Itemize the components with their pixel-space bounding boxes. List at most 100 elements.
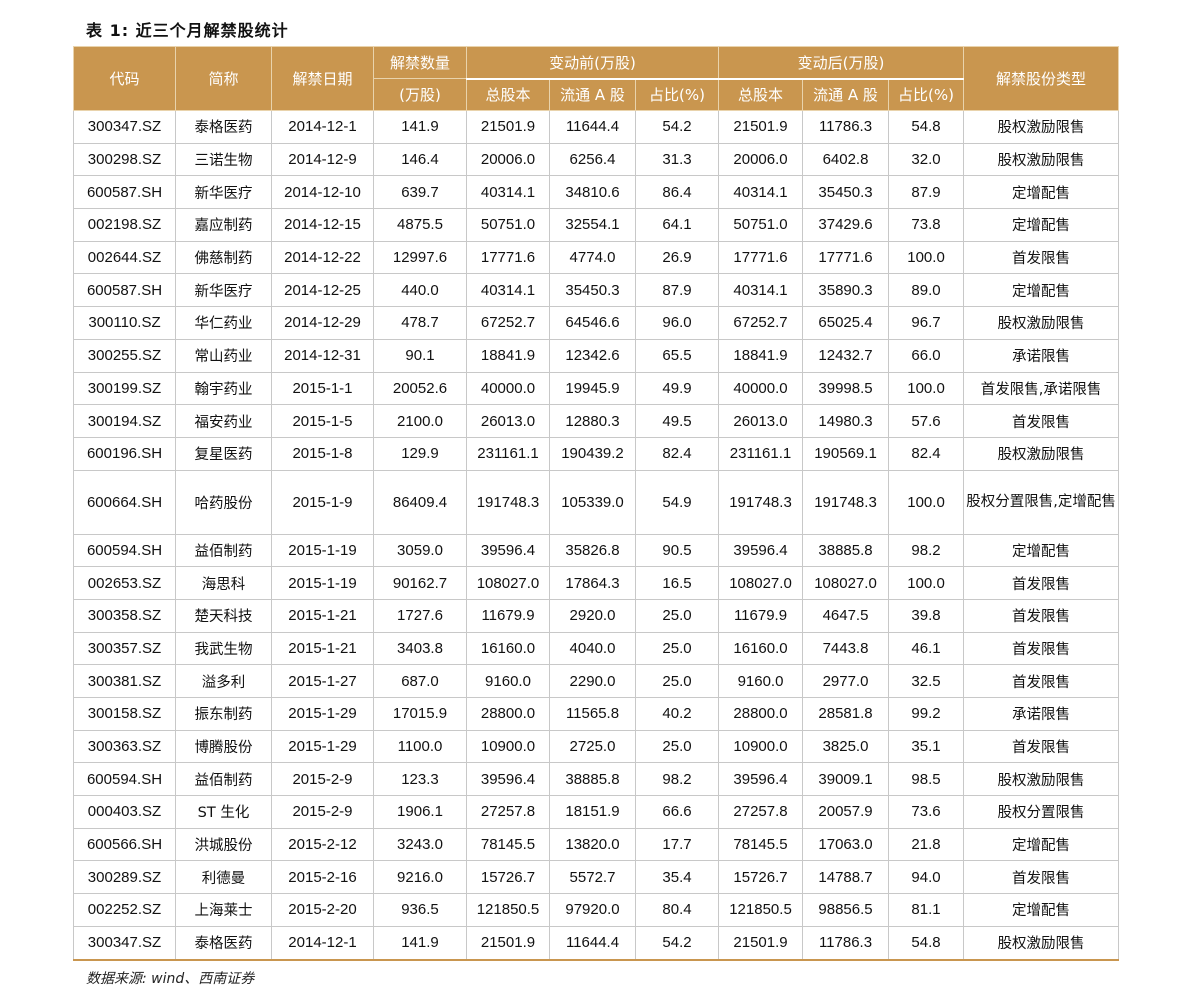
cell-date: 2015-1-21: [271, 631, 374, 666]
cell-before-float: 2725.0: [549, 729, 636, 764]
cell-before-float: 4040.0: [549, 631, 636, 666]
header-amount: 解禁数量: [373, 46, 467, 79]
cell-type: 首发限售: [963, 598, 1120, 633]
cell-before-total: 121850.5: [466, 893, 550, 927]
cell-before-float: 2920.0: [549, 598, 636, 633]
cell-before-ratio: 80.4: [634, 893, 720, 927]
cell-type: 承诺限售: [963, 697, 1120, 731]
cell-code: 600594.SH: [73, 762, 176, 797]
cell-code: 002252.SZ: [73, 893, 176, 927]
header-before-total: 总股本: [466, 78, 550, 111]
cell-date: 2014-12-25: [271, 273, 374, 308]
cell-before-ratio: 54.2: [634, 110, 720, 144]
cell-amount: 1100.0: [373, 729, 467, 764]
cell-after-total: 20006.0: [718, 142, 804, 177]
cell-before-float: 105339.0: [549, 469, 636, 535]
cell-name: 华仁药业: [175, 306, 272, 340]
cell-after-float: 2977.0: [802, 664, 890, 698]
cell-code: 300255.SZ: [73, 338, 176, 373]
cell-amount: 3059.0: [373, 533, 467, 568]
cell-type: 定增配售: [963, 273, 1120, 308]
cell-before-ratio: 65.5: [634, 338, 720, 373]
table-row: 002644.SZ 佛慈制药 2014-12-22 12997.6 17771.6 477…: [73, 240, 1120, 275]
header-after-float: 流通 A 股: [802, 78, 890, 111]
cell-after-ratio: 66.0: [888, 338, 965, 373]
cell-type: 首发限售: [963, 664, 1120, 698]
cell-after-total: 18841.9: [718, 338, 804, 373]
cell-name: 哈药股份: [175, 469, 272, 535]
table-row: 002653.SZ 海思科 2015-1-19 90162.7 108027.0 1786…: [73, 566, 1120, 600]
cell-before-total: 191748.3: [466, 469, 550, 535]
table-row: 600594.SH 益佰制药 2015-2-9 123.3 39596.4 38885.8…: [73, 762, 1120, 797]
cell-after-total: 17771.6: [718, 240, 804, 275]
cell-type: 承诺限售: [963, 338, 1120, 373]
cell-type: 定增配售: [963, 208, 1120, 242]
cell-date: 2014-12-1: [271, 110, 374, 144]
cell-name: 泰格医药: [175, 110, 272, 144]
cell-after-float: 3825.0: [802, 729, 890, 764]
cell-after-total: 39596.4: [718, 533, 804, 568]
cell-after-total: 40314.1: [718, 175, 804, 210]
cell-date: 2014-12-29: [271, 306, 374, 340]
lockup-expiry-table: 代码 简称 解禁日期 解禁数量 变动前(万股) 变动后(万股) 解禁股份类型 (…: [73, 46, 1120, 961]
cell-before-ratio: 64.1: [634, 208, 720, 242]
cell-after-ratio: 100.0: [888, 566, 965, 600]
cell-type: 首发限售: [963, 240, 1120, 275]
cell-amount: 90.1: [373, 338, 467, 373]
table-row: 300255.SZ 常山药业 2014-12-31 90.1 18841.9 12342.…: [73, 338, 1120, 373]
cell-after-ratio: 21.8: [888, 827, 965, 862]
cell-after-ratio: 39.8: [888, 598, 965, 633]
cell-name: 泰格医药: [175, 925, 272, 961]
header-after-total: 总股本: [718, 78, 804, 111]
cell-code: 600566.SH: [73, 827, 176, 862]
cell-after-float: 39998.5: [802, 371, 890, 406]
cell-date: 2015-1-19: [271, 566, 374, 600]
table-row: 300158.SZ 振东制药 2015-1-29 17015.9 28800.0 1156…: [73, 697, 1120, 731]
table-row: 300381.SZ 溢多利 2015-1-27 687.0 9160.0 2290.0 25…: [73, 664, 1120, 698]
cell-after-ratio: 54.8: [888, 925, 965, 961]
cell-date: 2015-1-29: [271, 729, 374, 764]
cell-code: 300381.SZ: [73, 664, 176, 698]
table-row: 300289.SZ 利德曼 2015-2-16 9216.0 15726.7 5572.7…: [73, 860, 1120, 895]
cell-before-total: 9160.0: [466, 664, 550, 698]
cell-amount: 20052.6: [373, 371, 467, 406]
cell-date: 2014-12-1: [271, 925, 374, 961]
cell-after-total: 78145.5: [718, 827, 804, 862]
cell-after-total: 9160.0: [718, 664, 804, 698]
cell-date: 2015-1-19: [271, 533, 374, 568]
cell-before-float: 2290.0: [549, 664, 636, 698]
cell-after-total: 11679.9: [718, 598, 804, 633]
cell-date: 2014-12-10: [271, 175, 374, 210]
cell-code: 600664.SH: [73, 469, 176, 535]
table-row: 600594.SH 益佰制药 2015-1-19 3059.0 39596.4 35826…: [73, 533, 1120, 568]
cell-before-float: 17864.3: [549, 566, 636, 600]
cell-after-total: 50751.0: [718, 208, 804, 242]
cell-type: 股权激励限售: [963, 436, 1120, 471]
cell-date: 2015-1-29: [271, 697, 374, 731]
cell-before-total: 28800.0: [466, 697, 550, 731]
table-row: 300110.SZ 华仁药业 2014-12-29 478.7 67252.7 64546…: [73, 306, 1120, 340]
cell-after-total: 27257.8: [718, 795, 804, 829]
cell-code: 300358.SZ: [73, 598, 176, 633]
cell-before-ratio: 66.6: [634, 795, 720, 829]
cell-code: 300289.SZ: [73, 860, 176, 895]
cell-name: 翰宇药业: [175, 371, 272, 406]
cell-date: 2015-2-9: [271, 762, 374, 797]
cell-before-total: 16160.0: [466, 631, 550, 666]
header-after-group: 变动后(万股): [718, 46, 965, 80]
table-row: 002198.SZ 嘉应制药 2014-12-15 4875.5 50751.0 3255…: [73, 208, 1120, 242]
cell-name: 福安药业: [175, 404, 272, 438]
cell-type: 定增配售: [963, 533, 1120, 568]
table-row: 300357.SZ 我武生物 2015-1-21 3403.8 16160.0 4040.…: [73, 631, 1120, 666]
cell-date: 2015-2-20: [271, 893, 374, 927]
cell-after-ratio: 54.8: [888, 110, 965, 144]
cell-after-ratio: 32.5: [888, 664, 965, 698]
cell-code: 600196.SH: [73, 436, 176, 471]
cell-code: 300357.SZ: [73, 631, 176, 666]
cell-before-float: 97920.0: [549, 893, 636, 927]
cell-before-total: 26013.0: [466, 404, 550, 438]
cell-before-float: 32554.1: [549, 208, 636, 242]
cell-after-float: 38885.8: [802, 533, 890, 568]
cell-after-ratio: 87.9: [888, 175, 965, 210]
header-name: 简称: [175, 46, 272, 111]
